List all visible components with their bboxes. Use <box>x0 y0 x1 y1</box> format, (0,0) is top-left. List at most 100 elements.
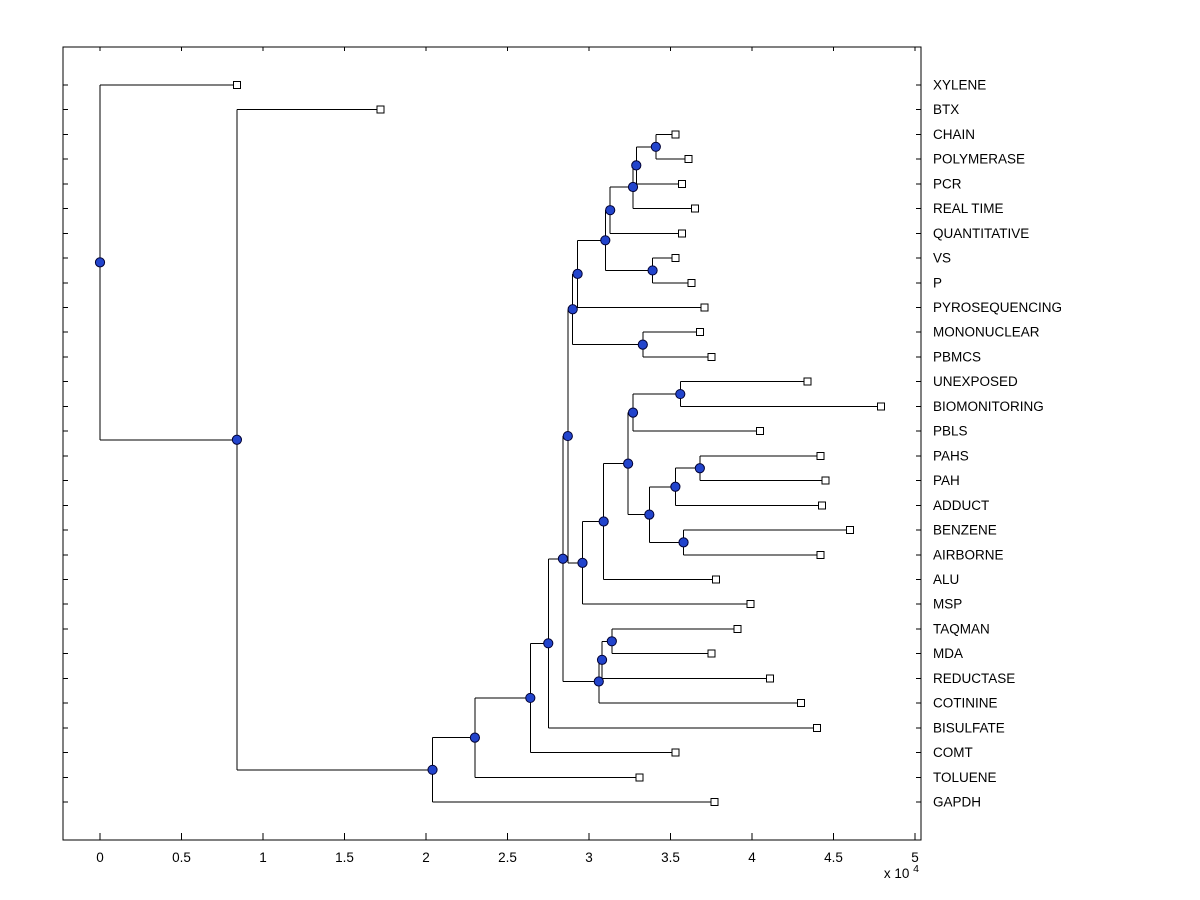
branch-node-marker <box>94 257 106 268</box>
branch-node-marker <box>231 434 243 445</box>
x-tick-label: 2.5 <box>498 850 517 865</box>
leaf-node-marker <box>796 699 805 708</box>
branch-node-marker <box>577 557 588 568</box>
x-tick-label: 3.5 <box>661 850 680 865</box>
branch-node-marker <box>598 516 609 527</box>
branch-node-marker <box>596 654 608 665</box>
leaf-node-marker <box>232 81 241 89</box>
leaf-node-marker <box>695 328 704 337</box>
axis-multiplier-label: x 10 4 <box>884 863 919 881</box>
leaf-node-marker <box>687 278 696 287</box>
leaf-label: TOLUENE <box>933 770 997 785</box>
branch-node-marker <box>644 509 655 520</box>
leaf-label: VS <box>933 251 951 266</box>
leaf-node-marker <box>733 624 742 633</box>
x-tick-label: 1 <box>259 850 267 865</box>
leaf-label: PAH <box>933 473 960 488</box>
leaf-node-marker <box>690 204 699 213</box>
leaf-label: BISULFATE <box>933 720 1005 735</box>
leaf-label: MSP <box>933 597 962 612</box>
leaf-node-marker <box>816 451 825 460</box>
leaf-label: PYROSEQUENCING <box>933 300 1062 315</box>
leaf-label: MONONUCLEAR <box>933 325 1040 340</box>
leaf-node-marker <box>876 402 885 411</box>
leaf-node-marker <box>700 303 709 312</box>
x-tick-label: 3 <box>585 850 593 865</box>
branch-node-marker <box>650 141 661 152</box>
leaf-label: QUANTITATIVE <box>933 226 1029 241</box>
branch-node-marker <box>543 638 554 649</box>
branch-node-marker <box>631 160 642 171</box>
leaf-node-marker <box>818 501 827 510</box>
leaf-label: UNEXPOSED <box>933 374 1018 389</box>
leaf-label: P <box>933 275 942 290</box>
branch-node-marker <box>562 430 573 442</box>
branch-node-marker <box>593 676 604 687</box>
leaf-label: GAPDH <box>933 795 981 810</box>
leaf-label: PBLS <box>933 424 968 439</box>
branch-node-marker <box>670 481 681 492</box>
branch-node-marker <box>525 692 536 704</box>
leaf-label: COMT <box>933 745 973 760</box>
leaf-label: PCR <box>933 176 962 191</box>
branch-node-marker <box>678 537 689 548</box>
branch-node-marker <box>694 463 705 474</box>
branch-node-marker <box>623 458 634 469</box>
branch-node-marker <box>606 636 617 647</box>
branch-node-marker <box>647 265 658 276</box>
leaf-node-marker <box>671 254 680 263</box>
leaf-label: COTININE <box>933 696 998 711</box>
leaf-label: REAL TIME <box>933 201 1004 216</box>
leaf-node-marker <box>671 748 680 757</box>
branch-node-marker <box>627 181 639 193</box>
leaf-node-marker <box>677 179 686 188</box>
leaf-label: POLYMERASE <box>933 152 1025 167</box>
leaf-node-marker <box>845 526 854 535</box>
branch-node-marker <box>605 205 616 216</box>
leaf-node-marker <box>707 352 716 361</box>
branch-node-marker <box>637 339 648 350</box>
leaf-node-marker <box>712 575 721 584</box>
leaf-label: PAHS <box>933 448 969 463</box>
leaf-label: PBMCS <box>933 349 981 364</box>
branch-node-marker <box>572 268 583 280</box>
leaf-label: AIRBORNE <box>933 547 1004 562</box>
leaf-node-marker <box>816 550 825 559</box>
leaf-label: REDUCTASE <box>933 671 1015 686</box>
leaf-label: TAQMAN <box>933 621 990 636</box>
leaf-node-marker <box>677 229 686 238</box>
x-tick-label: 0.5 <box>172 850 191 865</box>
leaf-label: BTX <box>933 102 959 117</box>
branch-node-marker <box>600 235 611 246</box>
leaf-node-marker <box>803 377 812 386</box>
branch-node-marker <box>557 553 569 564</box>
branch-node-marker <box>469 732 480 743</box>
leaf-node-marker <box>376 105 385 114</box>
leaf-label: CHAIN <box>933 127 975 142</box>
x-tick-label: 1.5 <box>335 850 354 865</box>
leaf-node-marker <box>746 600 755 609</box>
plot-box <box>62 46 922 841</box>
leaf-node-marker <box>671 130 680 139</box>
x-tick-label: 0 <box>96 850 104 865</box>
leaf-node-marker <box>756 427 765 436</box>
x-tick-label: 5 <box>911 850 919 865</box>
branch-node-marker <box>567 304 578 315</box>
branch-node-marker <box>675 388 686 400</box>
x-tick-label: 4 <box>748 850 756 865</box>
leaf-node-marker <box>821 476 830 485</box>
x-tick-label: 2 <box>422 850 430 865</box>
leaf-node-marker <box>684 155 693 164</box>
leaf-node-marker <box>765 674 774 683</box>
leaf-label: ALU <box>933 572 959 587</box>
leaf-node-marker <box>635 773 644 782</box>
leaf-label: XYLENE <box>933 78 986 93</box>
leaf-label: MDA <box>933 646 963 661</box>
leaf-node-marker <box>813 723 822 732</box>
branch-node-marker <box>627 407 639 418</box>
branch-node-marker <box>427 764 438 775</box>
x-tick-label: 4.5 <box>824 850 843 865</box>
leaf-label: BENZENE <box>933 523 997 538</box>
